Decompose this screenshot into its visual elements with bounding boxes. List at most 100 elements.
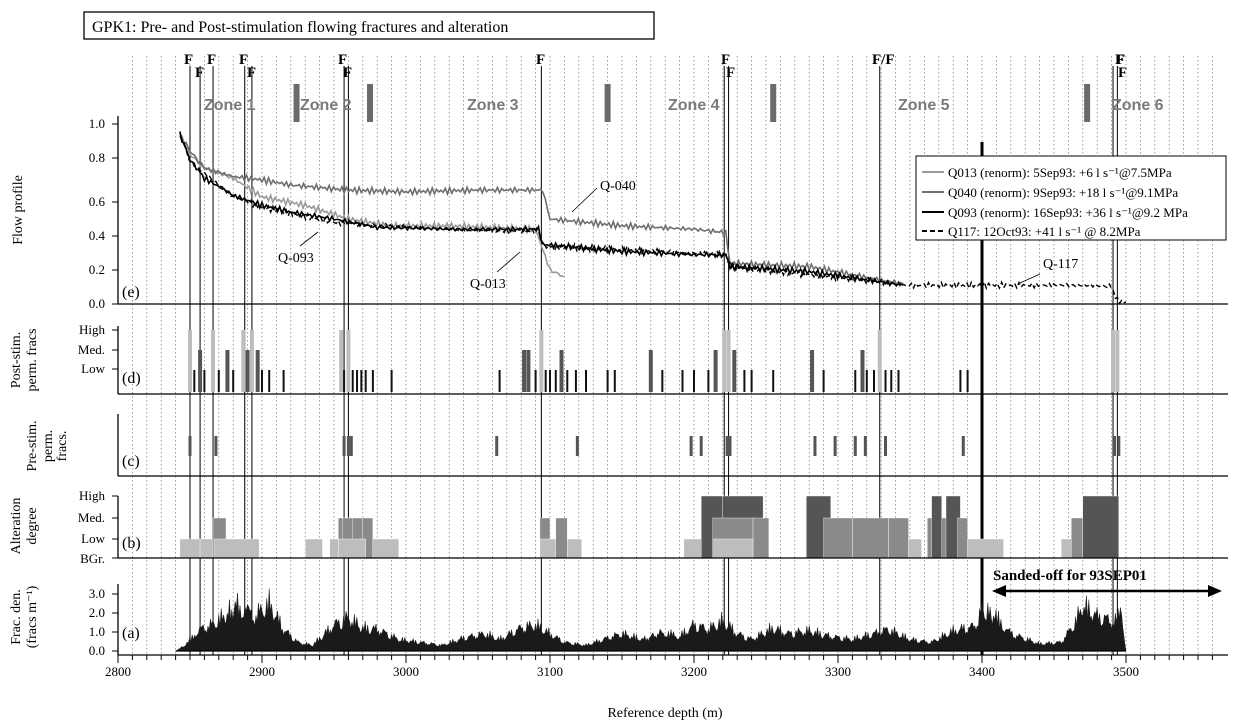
post-stim-frac-bar [606, 370, 609, 392]
post-stim-frac-bar [750, 370, 753, 392]
post-stim-frac-bar [681, 370, 684, 392]
post-stim-frac-bar [188, 330, 192, 392]
ytick-e-3: 0.6 [89, 194, 106, 209]
post-stim-frac-bar [232, 370, 235, 392]
zone-label-4: Zone 4 [668, 97, 720, 114]
pre-stim-frac-bar [833, 436, 837, 456]
xtick-2900: 2900 [249, 664, 275, 679]
zone-label-3: Zone 3 [467, 97, 519, 114]
post-stim-frac-bar [574, 370, 577, 392]
xtick-3300: 3300 [825, 664, 851, 679]
legend: Q013 (renorm): 5Sep93: +6 l s⁻¹@7.5MPa Q… [915, 155, 1227, 241]
post-stim-frac-bar [772, 370, 775, 392]
f-marker-7: F [343, 65, 352, 81]
post-stim-frac-bar [261, 370, 263, 392]
ylabel-c-1: Pre-stim. [25, 421, 40, 472]
post-stim-frac-bar [203, 370, 206, 392]
post-stim-frac-bar [743, 370, 746, 392]
ylabel-d-1: Post-stim. [9, 332, 24, 388]
ytick-e-0: 0.0 [89, 296, 105, 311]
panel-tag-e: (e) [122, 284, 140, 301]
f-marker-8: F [536, 52, 545, 68]
ytick-e-4: 0.8 [89, 150, 105, 165]
legend-label-q093: Q093 (renorm): 16Sep93: +36 l s⁻¹@9.2 MP… [948, 205, 1188, 220]
alteration-block [567, 538, 582, 559]
f-marker-2: F [195, 65, 204, 81]
pre-stim-frac-bar [188, 436, 192, 456]
post-stim-frac-bar [559, 350, 564, 392]
post-stim-frac-bar [282, 370, 285, 392]
post-stim-frac-bar [343, 370, 346, 392]
zone-divider [1084, 84, 1091, 122]
alteration-block [712, 538, 754, 559]
ytick-b-3: BGr. [80, 551, 105, 566]
pre-stim-frac-bar [342, 436, 346, 456]
flow-curve-q-040 [179, 133, 904, 286]
curve-label-q013: Q-013 [470, 277, 506, 292]
alteration-block [931, 495, 942, 559]
ytick-d-0: High [79, 322, 106, 337]
f-marker-5: F [247, 65, 256, 81]
legend-label-q117: Q117: 12Oct93: +41 l s⁻¹ @ 8.2MPa [948, 224, 1141, 239]
post-stim-frac-bar [339, 330, 344, 392]
sanded-off-label: Sanded-off for 93SEP01 [993, 568, 1147, 584]
alteration-block [329, 538, 339, 559]
frac-density-area [175, 588, 1127, 652]
post-stim-frac-bar [198, 350, 203, 392]
post-stim-frac-bar [707, 370, 710, 392]
post-stim-frac-bar [371, 370, 374, 392]
alteration-block [555, 517, 568, 559]
f-marker-4: F [239, 52, 248, 68]
yticks-b: High Med. Low BGr. [78, 488, 106, 566]
alteration-block [338, 538, 366, 559]
ytick-e-2: 0.4 [89, 228, 106, 243]
post-stim-frac-bar [554, 370, 557, 392]
post-stim-frac-bar [1111, 330, 1116, 392]
zone-divider [293, 84, 300, 122]
zone-label-5: Zone 5 [898, 97, 950, 114]
pre-stim-frac-bar [1117, 436, 1121, 456]
x-axis-label: Reference depth (m) [607, 706, 722, 721]
ylabel-d-2: perm. fracs [25, 329, 40, 392]
pre-stim-frac-bar [863, 436, 867, 456]
panel-tag-d: (d) [122, 370, 141, 387]
pre-stim-frac-bar [214, 436, 218, 456]
alteration-block [1060, 538, 1072, 559]
pre-stim-frac-bar [961, 436, 965, 456]
alteration-block [1082, 495, 1120, 559]
alteration-block [957, 517, 968, 559]
pre-stim-frac-bar [853, 436, 857, 456]
f-marker-6: F [338, 52, 347, 68]
panel-tag-b: (b) [122, 535, 141, 552]
f-marker-13: F [1115, 52, 1124, 68]
post-stim-frac-bar [211, 330, 216, 392]
ylabel-b-1: Alteration [9, 498, 24, 555]
zone-divider [604, 84, 611, 122]
pre-stim-frac-bar [884, 436, 888, 456]
alteration-block [179, 538, 201, 559]
post-stim-frac-bar [193, 370, 196, 392]
post-stim-frac-bar [346, 330, 351, 392]
post-stim-frac-bar [713, 350, 718, 392]
post-stim-frac-bar [498, 370, 501, 392]
f-marker-3: F [207, 52, 216, 68]
post-stim-frac-bar [356, 370, 359, 392]
f-marker-9: F [721, 52, 730, 68]
post-stim-frac-bar [822, 370, 825, 392]
pre-stim-frac-bar [728, 436, 732, 456]
post-stim-frac-bar [810, 350, 815, 392]
post-stim-frac-bar [585, 370, 587, 392]
post-stim-frac-bar [534, 370, 537, 392]
alteration-block [752, 517, 770, 559]
post-stim-frac-bar [884, 370, 887, 392]
ylabel-a-1: Frac. den. [9, 589, 24, 645]
x-axis: 2800 2900 3000 3100 3200 3300 3400 3500 [105, 655, 1213, 679]
xtick-3200: 3200 [681, 664, 707, 679]
zone-divider [770, 84, 777, 122]
alteration-block [305, 538, 323, 559]
alteration-block [199, 538, 215, 559]
ytick-e-5: 1.0 [89, 116, 105, 131]
ylabel-c-2: perm. [41, 430, 56, 462]
ytick-b-1: Med. [78, 510, 105, 525]
sanded-off-arrow [992, 585, 1222, 597]
